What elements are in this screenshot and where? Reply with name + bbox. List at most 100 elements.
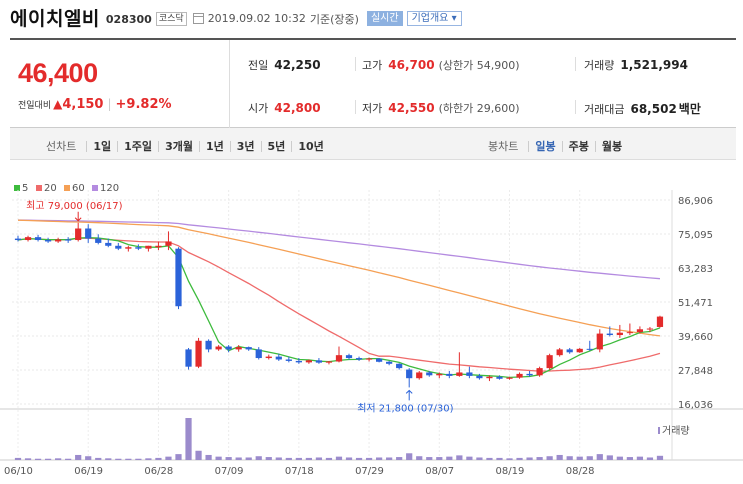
volume-bar: [75, 454, 82, 460]
candle-up: [416, 372, 423, 379]
candle-down: [205, 340, 212, 350]
volume-bar: [115, 458, 122, 460]
candle-down: [426, 372, 433, 376]
candlestick-chart[interactable]: 5 20 60 120 최고 79,000 (06/17) 최저 21,800 (07/…: [0, 170, 743, 484]
change-value: 4,150: [62, 97, 104, 112]
candle-up: [24, 237, 32, 241]
candle-up: [215, 346, 222, 350]
company-info-button[interactable]: 기업개요 ▾: [406, 11, 462, 26]
tab-1d[interactable]: 1일: [86, 140, 117, 152]
candle-down: [526, 373, 533, 376]
volume-bar: [265, 457, 272, 460]
legend-label: 20: [44, 183, 57, 194]
trade-amount: 거래대금 68,502 백만: [584, 100, 701, 117]
divider: [355, 100, 356, 114]
legend-label: 5: [22, 183, 28, 194]
candle-down: [406, 369, 413, 379]
candle-up: [365, 358, 373, 360]
open-price: 시가 42,800: [248, 100, 321, 116]
divider: [575, 100, 576, 114]
chevron-down-icon: ▾: [451, 13, 457, 24]
legend-swatch: [64, 185, 70, 191]
volume-bar: [185, 418, 192, 460]
candle-up: [536, 368, 543, 376]
y-tick-label: 39,660: [678, 332, 713, 343]
volume-bar: [576, 456, 583, 460]
realtime-button[interactable]: 실시간: [366, 11, 403, 26]
candle-down: [115, 245, 122, 249]
tab-daily[interactable]: 일봉: [528, 140, 561, 152]
volume-bar: [145, 458, 152, 460]
stock-header: 에이치엘비 028300 코스닥 2019.09.02 10:32 기준(장중)…: [10, 4, 462, 30]
volume-bar: [275, 457, 282, 460]
candle-up: [506, 377, 513, 379]
volume-bar: [646, 457, 654, 460]
y-tick-label: 27,848: [678, 366, 713, 377]
candle-up: [235, 347, 242, 350]
tab-3m[interactable]: 3개월: [158, 140, 199, 152]
current-price-box: 46,400 전일대비 ▲ 4,150 | +9.82%: [10, 40, 230, 128]
open-value: 42,800: [274, 101, 321, 115]
ma20-line: [17, 237, 661, 372]
candle-down: [185, 349, 192, 367]
candle-down: [44, 240, 52, 242]
volume-bar: [345, 457, 353, 460]
candle-up: [165, 241, 172, 246]
volume-bar: [365, 457, 373, 460]
volume-bar: [305, 457, 313, 460]
volume-bar: [436, 457, 443, 460]
separator: |: [107, 97, 112, 111]
volume-bar: [396, 457, 403, 460]
volume-bar: [65, 458, 72, 460]
low-price: 저가 42,550 (하한가 29,600): [362, 100, 520, 116]
change-row: 전일대비 ▲ 4,150 | +9.82%: [18, 97, 172, 112]
legend-label: 60: [72, 183, 85, 194]
candle-chart-label: 봉차트: [488, 140, 519, 153]
candle-up: [265, 356, 272, 359]
legend-swatch: [92, 185, 98, 191]
candle-down: [34, 237, 42, 241]
legend-label: 120: [100, 183, 119, 194]
candle-up: [596, 333, 603, 350]
volume-bar: [536, 457, 543, 460]
volume-bar: [406, 453, 413, 460]
volume-bar: [606, 455, 613, 460]
candle-up: [195, 340, 202, 367]
tab-5y[interactable]: 5년: [260, 140, 292, 152]
volume-bar: [215, 456, 222, 460]
tab-weekly[interactable]: 주봉: [561, 140, 595, 152]
quote-datetime: 2019.09.02 10:32: [207, 12, 306, 25]
candle-up: [75, 228, 82, 241]
low-annotation: 최저 21,800 (07/30): [357, 402, 453, 414]
candle-down: [14, 238, 22, 241]
volume-bar: [616, 456, 623, 460]
quote-basis: 기준(장중): [309, 12, 359, 26]
candle-down: [566, 349, 573, 353]
tab-1y[interactable]: 1년: [198, 140, 230, 152]
volume-bar: [626, 457, 633, 460]
up-arrow-icon: ▲: [53, 97, 63, 111]
tab-10y[interactable]: 10년: [291, 140, 329, 152]
x-tick-label: 08/07: [425, 466, 454, 477]
candle-down: [105, 242, 112, 246]
chart-legend: 5 20 60 120: [14, 183, 119, 194]
tab-3y[interactable]: 3년: [229, 140, 261, 152]
volume-bar: [496, 457, 503, 460]
candle-down: [275, 356, 282, 360]
candle-down: [65, 239, 72, 241]
candle-down: [476, 375, 483, 379]
tab-1w[interactable]: 1주일: [117, 140, 158, 152]
volume-value: 1,521,994: [620, 58, 688, 72]
volume-bar: [656, 455, 664, 460]
candle-up: [125, 247, 132, 249]
volume-legend-label: 거래량: [662, 425, 690, 437]
volume-bar: [596, 454, 603, 460]
volume-bar: [506, 458, 513, 460]
candle-chart-tabs: 봉차트 일봉 주봉 월봉: [488, 138, 628, 154]
candle-down: [396, 363, 403, 369]
volume-bar: [426, 457, 433, 460]
x-tick-label: 06/28: [144, 466, 173, 477]
candle-down: [466, 372, 473, 376]
candles: [14, 222, 664, 388]
tab-monthly[interactable]: 월봉: [594, 140, 628, 152]
